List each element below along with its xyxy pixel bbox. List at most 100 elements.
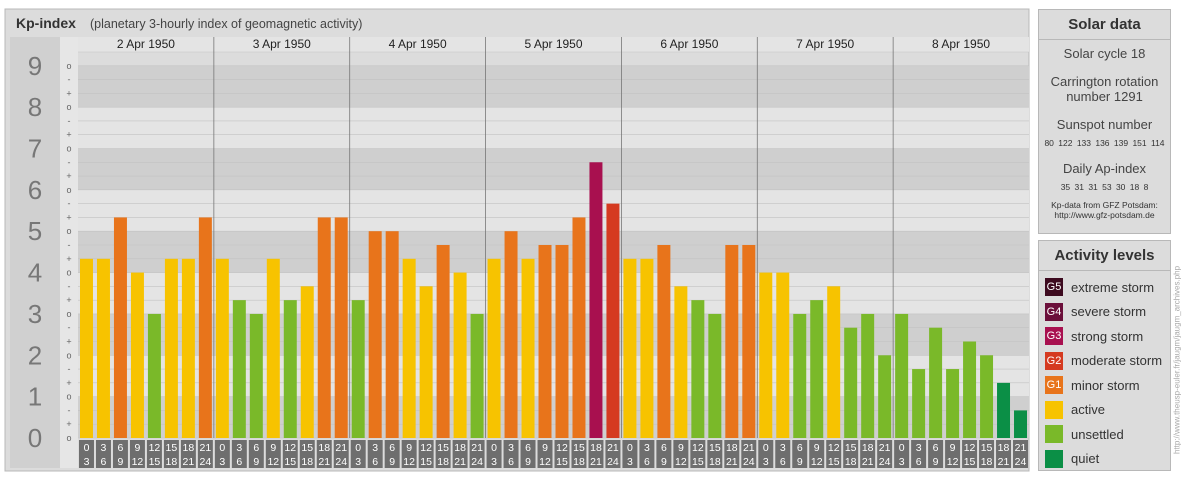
hour-label-start: 6 (118, 442, 124, 454)
hour-label-start: 9 (135, 442, 141, 454)
y-major-label: 6 (28, 175, 42, 205)
hour-cell (537, 440, 553, 468)
kp-bar (436, 244, 450, 438)
hour-label-start: 0 (84, 442, 90, 454)
hour-cell (554, 440, 570, 468)
y-minor-label: + (66, 419, 71, 429)
kp-band (78, 65, 1029, 108)
kp-bar (351, 300, 365, 438)
hour-cell (197, 440, 213, 468)
hour-label-end: 9 (797, 456, 803, 468)
activity-level-item: unsettled (1039, 422, 1170, 447)
divider (1039, 270, 1170, 271)
hour-label-start: 21 (879, 442, 891, 454)
chart-title: Kp-index (16, 15, 76, 31)
kp-bar (504, 231, 518, 438)
y-minor-label: o (66, 143, 71, 153)
level-label: active (1071, 402, 1105, 418)
day-label: 7 Apr 1950 (796, 37, 854, 51)
hour-cell (894, 440, 910, 468)
hour-cell (809, 440, 825, 468)
hour-cell (282, 440, 298, 468)
hour-cell (945, 440, 961, 468)
hour-label-start: 3 (236, 442, 242, 454)
hour-label-end: 21 (862, 456, 874, 468)
hour-label-end: 3 (355, 456, 361, 468)
y-minor-label: o (66, 226, 71, 236)
hour-label-start: 12 (284, 442, 296, 454)
hour-cell (503, 440, 519, 468)
vertical-url[interactable]: http://www.theusp-euler.fr/jaugm/jaugm_a… (1172, 265, 1182, 455)
kp-bar (742, 244, 756, 438)
kp-bar (725, 244, 739, 438)
vertical-url-strip: http://www.theusp-euler.fr/jaugm/jaugm_a… (1171, 250, 1183, 470)
hour-cell (231, 440, 247, 468)
hour-label-end: 24 (743, 456, 755, 468)
y-minor-label: o (66, 61, 71, 71)
kp-bar (249, 313, 263, 438)
solar-data-title: Solar data (1068, 16, 1141, 33)
hour-label-end: 12 (132, 456, 144, 468)
hour-cell (843, 440, 859, 468)
hour-label-end: 21 (998, 456, 1010, 468)
hour-label-end: 24 (879, 456, 891, 468)
kp-bar (895, 313, 909, 438)
hour-label-end: 9 (253, 456, 259, 468)
hour-cell (129, 440, 145, 468)
hour-cell (384, 440, 400, 468)
hour-label-start: 0 (899, 442, 905, 454)
y-minor-label: + (66, 212, 71, 222)
kp-bar (181, 258, 195, 438)
y-axis-minor-column (60, 37, 78, 468)
hour-label-start: 18 (998, 442, 1010, 454)
hour-label-end: 3 (84, 456, 90, 468)
activity-levels-list: G5 extreme storm G4 severe storm G3 strong st… (1039, 275, 1170, 471)
carrington-line2: number 1291 (1066, 89, 1143, 104)
y-major-label: 7 (28, 133, 42, 163)
credit-link[interactable]: http://www.gfz-potsdam.de (1054, 210, 1155, 220)
hour-label-end: 6 (780, 456, 786, 468)
kp-bar (334, 217, 348, 438)
hour-label-start: 6 (253, 442, 259, 454)
y-minor-label: + (66, 88, 71, 98)
hour-label-start: 3 (780, 442, 786, 454)
kp-bar (708, 313, 722, 438)
hour-cell (588, 440, 604, 468)
kp-bar (419, 286, 433, 438)
kp-bar (96, 258, 110, 438)
hour-label-start: 9 (406, 442, 412, 454)
level-label: extreme storm (1071, 279, 1155, 295)
hour-cell (401, 440, 417, 468)
kp-band (78, 189, 1029, 232)
hour-label-end: 21 (318, 456, 330, 468)
y-major-label: 9 (28, 51, 42, 81)
bars (80, 162, 1027, 439)
hour-cell (775, 440, 791, 468)
hour-cell (877, 440, 893, 468)
kp-bar (215, 258, 229, 438)
hour-label-end: 3 (899, 456, 905, 468)
hour-cell (469, 440, 485, 468)
level-swatch (1045, 449, 1063, 468)
hour-cell (79, 440, 94, 468)
kp-bar (80, 258, 93, 438)
activity-level-item: active (1039, 398, 1170, 423)
y-minor-label: + (66, 295, 71, 305)
solar-cycle: Solar cycle 18 (1063, 46, 1146, 61)
kp-bar (368, 231, 382, 438)
hour-label-start: 15 (573, 442, 585, 454)
y-minor-label: - (68, 364, 71, 374)
divider (1039, 39, 1170, 40)
hour-label-start: 15 (981, 442, 993, 454)
y-minor-label: + (66, 171, 71, 181)
kp-bar (317, 217, 331, 438)
hour-cell (350, 440, 366, 468)
sunspot-title: Sunspot number (1056, 117, 1153, 132)
hour-cell (639, 440, 655, 468)
hour-label-end: 18 (437, 456, 449, 468)
y-minor-label: - (68, 75, 71, 85)
hour-cell (418, 440, 434, 468)
hour-label-end: 18 (573, 456, 585, 468)
kp-bar (283, 300, 297, 438)
day-label: 8 Apr 1950 (932, 37, 990, 51)
